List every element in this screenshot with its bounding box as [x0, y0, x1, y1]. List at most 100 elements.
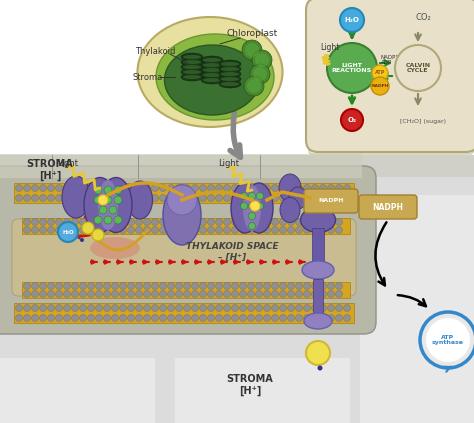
Circle shape — [239, 283, 246, 289]
Circle shape — [200, 291, 207, 297]
Circle shape — [114, 196, 122, 204]
Circle shape — [88, 195, 94, 201]
Circle shape — [303, 226, 310, 233]
Circle shape — [183, 226, 191, 233]
Circle shape — [319, 226, 327, 233]
Text: H₂O: H₂O — [345, 17, 359, 23]
Circle shape — [72, 291, 79, 297]
Circle shape — [295, 291, 302, 297]
Circle shape — [80, 305, 86, 311]
Circle shape — [319, 219, 327, 225]
Circle shape — [247, 305, 255, 311]
Text: Stroma: Stroma — [133, 72, 163, 82]
Circle shape — [31, 184, 38, 192]
Ellipse shape — [231, 183, 259, 233]
Circle shape — [295, 314, 302, 321]
Circle shape — [159, 291, 166, 297]
Circle shape — [144, 226, 151, 233]
FancyBboxPatch shape — [304, 189, 358, 213]
Circle shape — [72, 314, 79, 321]
Circle shape — [191, 314, 199, 321]
Circle shape — [159, 195, 166, 201]
Circle shape — [136, 291, 143, 297]
FancyBboxPatch shape — [0, 358, 155, 423]
Circle shape — [119, 184, 127, 192]
Circle shape — [39, 305, 46, 311]
Circle shape — [200, 184, 207, 192]
Ellipse shape — [201, 76, 223, 84]
Circle shape — [303, 291, 310, 297]
Circle shape — [208, 184, 215, 192]
Circle shape — [272, 184, 279, 192]
Ellipse shape — [181, 63, 203, 71]
Circle shape — [80, 184, 86, 192]
Circle shape — [94, 216, 102, 224]
Circle shape — [216, 195, 222, 201]
Circle shape — [288, 305, 294, 311]
Ellipse shape — [98, 180, 118, 230]
Ellipse shape — [203, 63, 221, 67]
Circle shape — [344, 195, 350, 201]
Circle shape — [200, 219, 207, 225]
Circle shape — [82, 222, 94, 234]
Circle shape — [128, 314, 135, 321]
Circle shape — [167, 184, 174, 192]
Circle shape — [103, 195, 110, 201]
Circle shape — [426, 318, 470, 362]
Bar — [312, 228, 324, 273]
Circle shape — [336, 226, 343, 233]
Circle shape — [111, 219, 118, 225]
Ellipse shape — [181, 73, 203, 81]
Circle shape — [72, 219, 79, 225]
FancyBboxPatch shape — [0, 155, 474, 177]
Text: CALVIN
CYCLE: CALVIN CYCLE — [405, 63, 430, 74]
Ellipse shape — [84, 178, 116, 233]
Circle shape — [295, 283, 302, 289]
Circle shape — [31, 226, 38, 233]
Circle shape — [80, 219, 86, 225]
Circle shape — [167, 226, 174, 233]
Circle shape — [95, 283, 102, 289]
Circle shape — [136, 226, 143, 233]
Circle shape — [55, 283, 63, 289]
Circle shape — [128, 305, 135, 311]
Circle shape — [208, 314, 215, 321]
Circle shape — [311, 184, 319, 192]
Circle shape — [247, 283, 255, 289]
Circle shape — [47, 305, 55, 311]
Circle shape — [327, 43, 377, 93]
Circle shape — [64, 291, 71, 297]
Circle shape — [64, 226, 71, 233]
Circle shape — [303, 219, 310, 225]
Circle shape — [39, 291, 46, 297]
Circle shape — [144, 291, 151, 297]
Circle shape — [328, 184, 335, 192]
Circle shape — [80, 226, 86, 233]
Ellipse shape — [203, 68, 221, 72]
Circle shape — [80, 314, 86, 321]
Text: LIGHT
REACTIONS: LIGHT REACTIONS — [332, 63, 372, 74]
Circle shape — [247, 314, 255, 321]
Circle shape — [280, 283, 286, 289]
Circle shape — [247, 79, 261, 93]
Circle shape — [103, 283, 110, 289]
Circle shape — [280, 314, 286, 321]
Circle shape — [175, 184, 182, 192]
Circle shape — [80, 238, 84, 242]
Circle shape — [152, 226, 158, 233]
Circle shape — [231, 305, 238, 311]
Circle shape — [288, 195, 294, 201]
Circle shape — [255, 291, 263, 297]
Circle shape — [88, 283, 94, 289]
Ellipse shape — [62, 176, 90, 218]
Circle shape — [319, 291, 327, 297]
Circle shape — [103, 226, 110, 233]
Circle shape — [247, 226, 255, 233]
Circle shape — [95, 226, 102, 233]
Circle shape — [224, 184, 230, 192]
Circle shape — [319, 283, 327, 289]
Circle shape — [256, 203, 264, 209]
Circle shape — [98, 195, 108, 205]
Circle shape — [250, 64, 270, 84]
Circle shape — [183, 283, 191, 289]
